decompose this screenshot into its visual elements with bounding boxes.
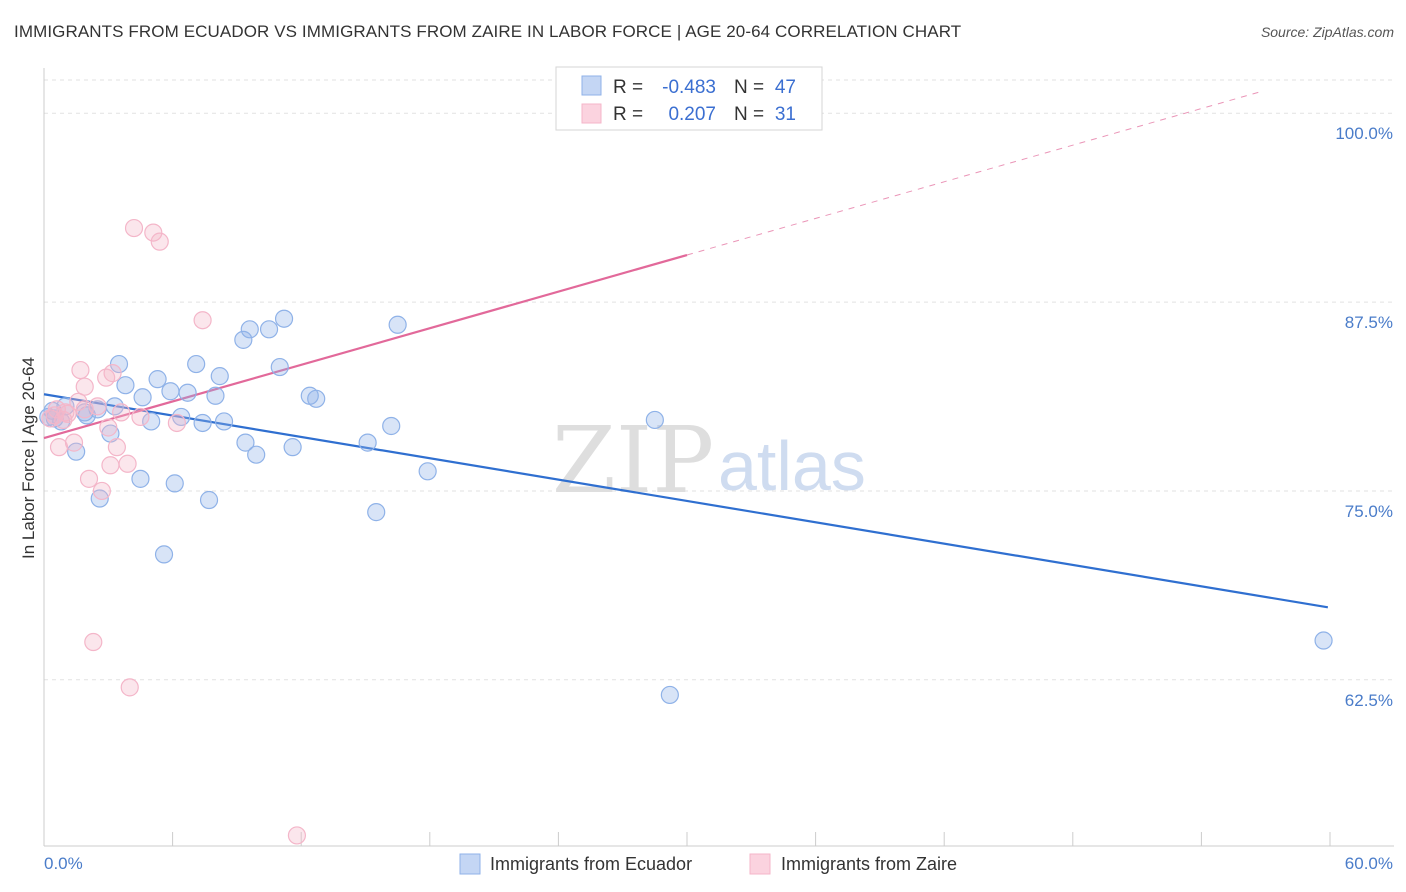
ecuador-point xyxy=(259,320,279,339)
legend-r-label-ecuador: R = xyxy=(613,77,643,98)
ecuador-point xyxy=(133,388,152,407)
ecuador-point xyxy=(382,416,401,436)
y-tick-label: 87.5% xyxy=(1345,313,1393,332)
watermark: ZIP atlas xyxy=(552,407,866,514)
zaire-point xyxy=(71,360,90,380)
ecuador-point xyxy=(148,370,167,389)
legend-r-value-ecuador: -0.483 xyxy=(662,77,716,98)
zaire-point xyxy=(287,826,307,845)
zaire-point xyxy=(131,407,150,427)
ecuador-point xyxy=(358,433,377,452)
ecuador-point xyxy=(1314,631,1333,650)
ecuador-point xyxy=(210,367,229,386)
axes xyxy=(43,68,1394,847)
zaire-trend-line xyxy=(43,253,688,440)
ecuador-point xyxy=(270,357,289,377)
chart-title: IMMIGRANTS FROM ECUADOR VS IMMIGRANTS FR… xyxy=(14,22,962,41)
zaire-point xyxy=(107,438,126,457)
x-tick-label: 60.0% xyxy=(1345,854,1393,873)
zaire-point xyxy=(101,456,120,475)
ecuador-point xyxy=(274,309,294,328)
ecuador-point xyxy=(367,503,386,522)
ecuador-point xyxy=(154,545,174,564)
source-label: Source: ZipAtlas.com xyxy=(1260,24,1394,40)
ecuador-point xyxy=(116,376,135,395)
zaire-point xyxy=(103,364,122,383)
ecuador-point xyxy=(247,445,266,464)
zaire-point xyxy=(167,413,186,433)
zaire-point xyxy=(54,410,73,430)
zaire-point xyxy=(124,218,144,238)
zaire-trend-line-extension xyxy=(686,91,1260,256)
y-tick-label: 75.0% xyxy=(1345,502,1393,521)
ecuador-point xyxy=(161,382,180,401)
zaire-point xyxy=(49,438,69,457)
zaire-point xyxy=(193,311,212,330)
ecuador-point xyxy=(236,433,255,452)
ecuador-point xyxy=(131,469,150,488)
ecuador-point xyxy=(240,320,259,339)
x-tick-label: 0.0% xyxy=(44,854,83,873)
zaire-point xyxy=(84,632,103,652)
ecuador-point xyxy=(307,389,326,408)
ecuador-point xyxy=(388,315,407,334)
ecuador-point xyxy=(90,489,109,508)
legend-r-value-zaire: 0.207 xyxy=(668,104,716,125)
watermark-zip: ZIP xyxy=(552,407,714,514)
ecuador-point xyxy=(187,354,206,374)
ecuador-point xyxy=(165,474,184,493)
ecuador-point xyxy=(418,462,437,481)
ecuador-point xyxy=(283,438,302,457)
legend-n-value-zaire: 31 xyxy=(775,104,796,125)
bottom-legend-label-ecuador: Immigrants from Ecuador xyxy=(490,854,692,874)
legend-r-label-zaire: R = xyxy=(613,104,643,125)
zaire-point xyxy=(64,433,84,452)
ecuador-point xyxy=(214,412,234,431)
legend-swatch-zaire xyxy=(581,103,602,124)
legend-n-label-zaire: N = xyxy=(734,104,764,125)
legend-swatch-ecuador xyxy=(581,75,602,96)
ecuador-point xyxy=(645,410,664,430)
ecuador-point xyxy=(660,685,679,705)
zaire-point xyxy=(45,406,64,425)
ecuador-point xyxy=(109,354,129,374)
data-points xyxy=(39,218,1333,845)
bottom-legend-swatch-ecuador xyxy=(459,853,481,875)
y-axis-label: In Labor Force | Age 20-64 xyxy=(19,357,38,559)
ecuador-point xyxy=(178,383,197,402)
zaire-point xyxy=(69,392,88,411)
ecuador-point xyxy=(199,490,219,510)
zaire-point xyxy=(120,678,139,697)
trend-lines xyxy=(43,91,1329,609)
legend-n-value-ecuador: 47 xyxy=(775,77,796,98)
stats-legend: R = -0.483 N = 47 R = 0.207 N = 31 xyxy=(555,66,823,131)
ecuador-point xyxy=(206,386,225,405)
y-tick-labels: 62.5% 75.0% 87.5% 100.0% xyxy=(1335,124,1393,710)
zaire-point xyxy=(99,418,118,437)
zaire-point xyxy=(150,232,169,251)
y-tick-label: 100.0% xyxy=(1335,124,1393,143)
ecuador-trend-line xyxy=(43,393,1329,609)
bottom-legend-label-zaire: Immigrants from Zaire xyxy=(781,854,957,874)
legend-n-label-ecuador: N = xyxy=(734,77,764,98)
zaire-point xyxy=(144,223,163,242)
y-tick-label: 62.5% xyxy=(1345,691,1393,710)
zaire-point xyxy=(75,377,94,396)
zaire-point xyxy=(79,469,99,488)
zaire-point xyxy=(88,397,107,416)
zaire-point xyxy=(112,403,131,422)
ecuador-point xyxy=(142,412,161,431)
ecuador-point xyxy=(193,413,212,433)
watermark-atlas: atlas xyxy=(718,427,866,505)
bottom-legend-swatch-zaire xyxy=(749,853,771,875)
zaire-point xyxy=(92,481,111,501)
ecuador-point xyxy=(234,330,253,349)
series-legend: Immigrants from Ecuador Immigrants from … xyxy=(459,853,957,875)
x-tick-labels: 0.0% 60.0% xyxy=(44,854,1393,873)
zaire-point xyxy=(118,454,137,473)
